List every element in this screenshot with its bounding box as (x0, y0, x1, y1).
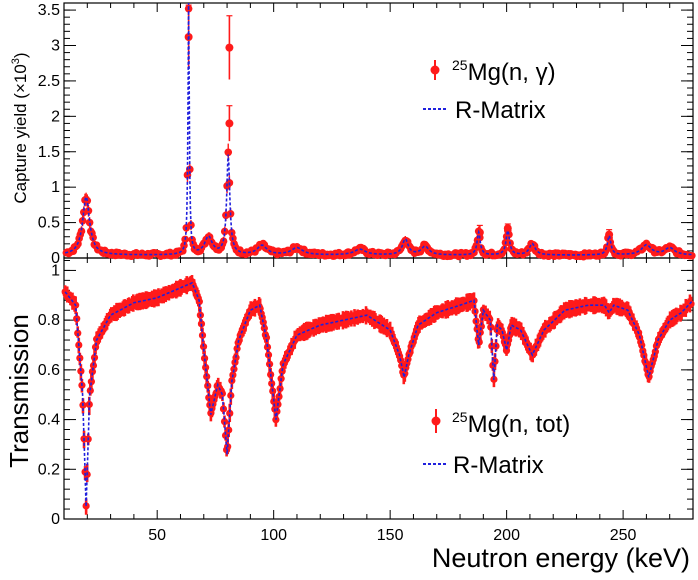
bottom-y-axis-label: Transmission (4, 314, 34, 468)
data-point (503, 224, 512, 233)
x-tick-label: 100 (260, 527, 287, 544)
data-point (180, 241, 188, 250)
x-tick-label: 200 (493, 527, 520, 544)
data-point (82, 502, 90, 510)
data-point (225, 119, 234, 128)
y-tick-label: 0.8 (38, 312, 60, 329)
y-tick-label: 1.5 (38, 144, 60, 161)
legend-data-marker (431, 416, 441, 426)
data-point (77, 227, 86, 236)
y-tick-label: 0 (51, 250, 60, 267)
bottom-legend: 25Mg(n, tot) R-Matrix (423, 409, 570, 479)
y-tick-label: 0.5 (38, 215, 60, 232)
data-point (77, 367, 85, 375)
y-tick-label: 2 (51, 108, 60, 125)
legend-data-label: 25Mg(n, tot) (452, 409, 570, 438)
data-point (200, 354, 209, 362)
legend-data-label: 25Mg(n, γ) (452, 57, 556, 86)
top-panel-frame (63, 2, 694, 259)
x-tick-label: 250 (610, 527, 637, 544)
data-point (224, 148, 233, 157)
data-point (487, 323, 495, 331)
bottom-data-series (61, 275, 695, 515)
y-tick-label: 2.5 (38, 73, 60, 90)
data-point (220, 227, 229, 236)
x-tick-label: 50 (148, 527, 166, 544)
data-point (220, 417, 229, 426)
data-point (203, 372, 211, 381)
legend-fit-label: R-Matrix (453, 452, 544, 479)
data-point (226, 409, 234, 417)
r-matrix-fit-line (64, 2, 692, 256)
bottom-axis-ticks: 50 100 150 200 250 0 0.2 0.4 0.6 0.8 1 (38, 258, 694, 544)
x-axis-label: Neutron energy (keV) (432, 543, 690, 573)
y-tick-label: 1 (51, 262, 60, 279)
top-axis-ticks: 0 0.5 1 1.5 2 2.5 3 3.5 (38, 2, 694, 267)
data-point (225, 43, 234, 52)
data-point (605, 230, 614, 239)
data-point (688, 251, 696, 260)
data-point (687, 300, 695, 308)
top-data-series (62, 2, 696, 261)
data-point (199, 343, 208, 351)
y-tick-label: 1 (51, 179, 60, 196)
data-point (187, 221, 195, 229)
y-tick-label: 0.2 (38, 461, 60, 478)
legend-data-marker (430, 65, 440, 75)
top-y-axis-label: Capture yield (×103) (10, 52, 30, 203)
legend-fit-label: R-Matrix (455, 97, 546, 124)
y-tick-label: 0.6 (38, 362, 60, 379)
x-tick-label: 150 (377, 527, 404, 544)
data-point (90, 353, 99, 362)
y-tick-label: 3.5 (38, 2, 60, 19)
top-legend: 25Mg(n, γ) R-Matrix (423, 57, 556, 124)
data-point (78, 217, 87, 225)
data-point (475, 228, 484, 237)
data-point (263, 343, 272, 351)
data-point (85, 218, 94, 227)
y-tick-label: 0 (51, 511, 60, 528)
r-matrix-fit-line (64, 281, 693, 507)
y-tick-label: 0.4 (38, 412, 60, 429)
y-tick-label: 3 (51, 38, 60, 55)
